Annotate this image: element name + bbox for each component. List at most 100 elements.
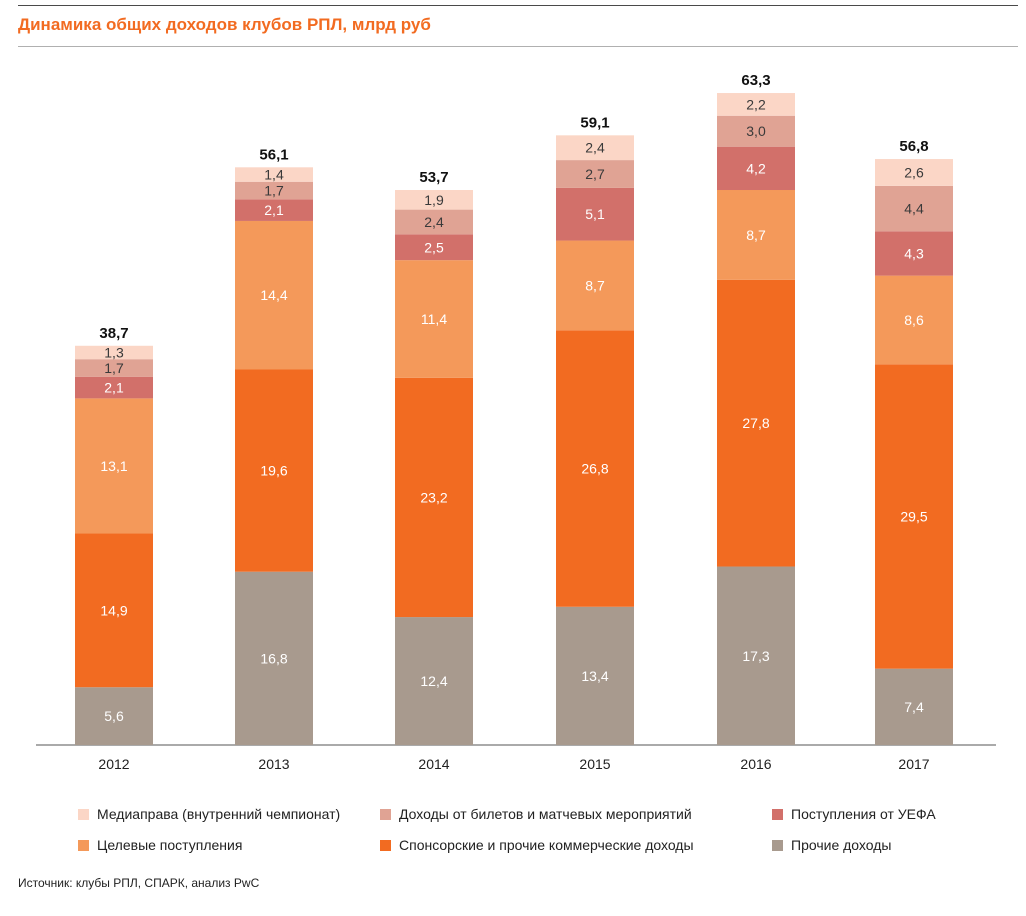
bar-segment: [235, 181, 313, 200]
x-tick-label: 2014: [418, 756, 449, 772]
legend-label-media: Медиаправа (внутренний чемпионат): [97, 806, 341, 822]
legend-swatch-other: [772, 839, 783, 851]
legend-label-other: Прочие доходы: [791, 837, 892, 853]
bar-segment: [75, 345, 153, 360]
bar-segment: [75, 376, 153, 399]
legend-label-sponsor: Спонсорские и прочие коммерческие доходы: [399, 837, 694, 853]
data-label: 29,5: [900, 509, 927, 525]
x-tick-label: 2015: [579, 756, 610, 772]
data-label: 26,8: [581, 461, 608, 477]
legend-item-sponsor: Спонсорские и прочие коммерческие доходы: [380, 837, 694, 853]
bar-segment: [395, 377, 473, 618]
bar-segment: [75, 687, 153, 745]
x-tick-label: 2017: [898, 756, 929, 772]
data-label: 14,4: [260, 287, 287, 303]
legend-label-target: Целевые поступления: [97, 837, 243, 853]
data-label: 1,4: [264, 167, 284, 183]
bar-segment: [717, 115, 795, 147]
bar-segment: [75, 398, 153, 534]
data-label: 14,9: [100, 602, 127, 618]
bar-segment: [717, 93, 795, 116]
data-label: 2,4: [585, 140, 605, 156]
data-label: 1,7: [264, 183, 284, 199]
data-label: 8,7: [746, 227, 766, 243]
data-label: 13,1: [100, 458, 127, 474]
data-label: 23,2: [420, 489, 447, 505]
data-label: 1,3: [104, 344, 124, 360]
legend-swatch-sponsor: [380, 839, 391, 851]
total-label: 59,1: [580, 114, 609, 131]
bar-segment: [235, 369, 313, 572]
bar-segment: [556, 135, 634, 161]
title-rule: [18, 46, 1018, 47]
bar-segment: [875, 185, 953, 232]
total-label: 63,3: [741, 72, 770, 89]
data-label: 4,4: [904, 201, 924, 217]
total-label: 38,7: [99, 325, 128, 342]
data-label: 16,8: [260, 650, 287, 666]
data-label: 2,1: [264, 202, 284, 218]
data-label: 3,0: [746, 123, 766, 139]
data-label: 8,7: [585, 277, 605, 293]
data-label: 19,6: [260, 463, 287, 479]
bar-segment: [556, 160, 634, 188]
top-rule: [18, 5, 1018, 6]
bar-segment: [556, 187, 634, 241]
x-tick-label: 2013: [258, 756, 289, 772]
data-label: 2,7: [585, 166, 605, 182]
data-label: 5,1: [585, 206, 605, 222]
bar-segment: [556, 330, 634, 607]
legend-item-uefa: Поступления от УЕФА: [772, 806, 936, 822]
data-label: 27,8: [742, 415, 769, 431]
bar-segment: [717, 279, 795, 567]
legend-item-other: Прочие доходы: [772, 837, 891, 853]
bar-segment: [875, 275, 953, 365]
legend-item-media: Медиаправа (внутренний чемпионат): [78, 806, 340, 822]
bar-segment: [875, 231, 953, 276]
total-label: 53,7: [419, 169, 448, 186]
bar-segment: [875, 364, 953, 669]
data-label: 4,2: [746, 160, 766, 176]
data-label: 1,7: [104, 360, 124, 376]
legend-item-tickets: Доходы от билетов и матчевых мероприятий: [380, 806, 692, 822]
legend-swatch-target: [78, 839, 89, 851]
bar-segment: [235, 220, 313, 370]
bar-segment: [395, 190, 473, 210]
data-label: 7,4: [904, 699, 924, 715]
data-label: 2,6: [904, 164, 924, 180]
legend-swatch-tickets: [380, 808, 391, 820]
data-label: 2,4: [424, 214, 444, 230]
bar-segment: [875, 159, 953, 186]
bar-segment: [875, 668, 953, 745]
legend-label-tickets: Доходы от билетов и матчевых мероприятий: [399, 806, 692, 822]
stacked-bar-chart: 5,614,913,12,11,71,338,7201216,819,614,4…: [36, 72, 996, 772]
bar-segment: [717, 566, 795, 745]
bar-segment: [395, 617, 473, 745]
data-label: 5,6: [104, 708, 124, 724]
legend-label-uefa: Поступления от УЕФА: [791, 806, 936, 822]
bar-segment: [395, 234, 473, 261]
bar-segment: [717, 146, 795, 191]
x-tick-label: 2012: [98, 756, 129, 772]
data-label: 4,3: [904, 245, 924, 261]
data-label: 17,3: [742, 648, 769, 664]
x-tick-label: 2016: [740, 756, 771, 772]
bar-segment: [395, 209, 473, 235]
bar-segment: [75, 359, 153, 377]
total-label: 56,8: [899, 138, 928, 155]
bar-segment: [235, 571, 313, 745]
data-label: 1,9: [424, 192, 444, 208]
data-label: 2,1: [104, 380, 124, 396]
data-label: 2,2: [746, 96, 766, 112]
bar-segment: [556, 240, 634, 331]
bar-segment: [717, 190, 795, 280]
total-label: 56,1: [259, 146, 288, 163]
data-label: 11,4: [421, 311, 447, 327]
chart-title: Динамика общих доходов клубов РПЛ, млрд …: [18, 15, 431, 34]
bar-segment: [235, 199, 313, 221]
legend-item-target: Целевые поступления: [78, 837, 242, 853]
legend: Медиаправа (внутренний чемпионат) Доходы…: [0, 800, 1026, 860]
bar-segment: [395, 260, 473, 378]
data-label: 13,4: [581, 668, 608, 684]
bar-segment: [235, 167, 313, 182]
